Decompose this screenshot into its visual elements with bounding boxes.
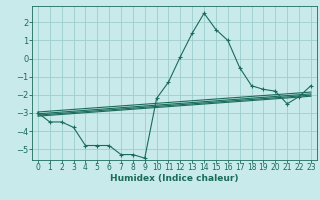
- X-axis label: Humidex (Indice chaleur): Humidex (Indice chaleur): [110, 174, 239, 183]
